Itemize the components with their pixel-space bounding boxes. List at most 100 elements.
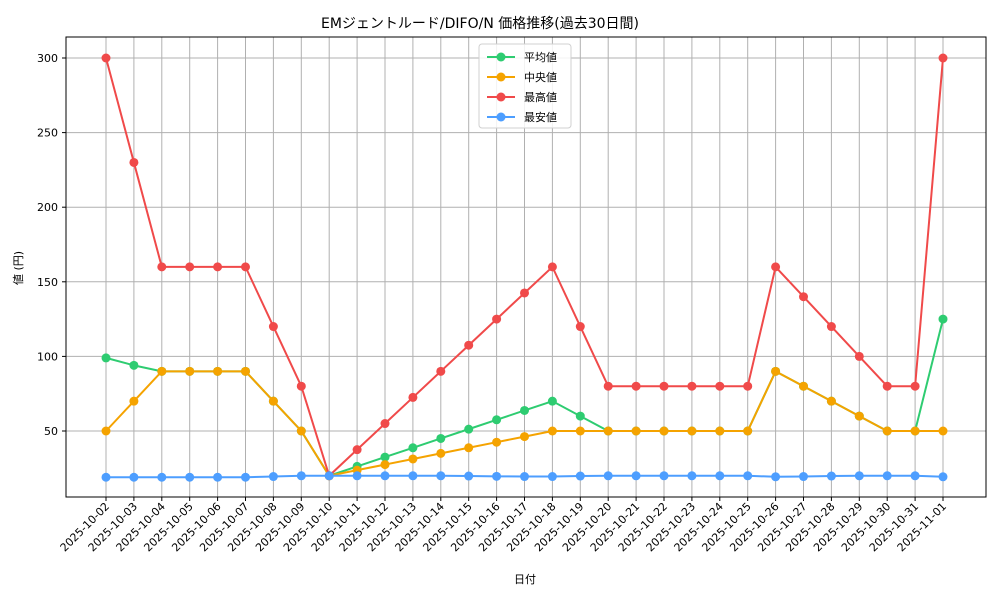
data-point [882, 471, 892, 481]
data-point [547, 396, 557, 406]
data-point [129, 396, 139, 406]
data-point [101, 426, 111, 436]
data-point [408, 454, 418, 464]
data-point [129, 360, 139, 370]
legend-label: 平均値 [524, 51, 557, 64]
data-point [687, 426, 697, 436]
data-point [296, 471, 306, 481]
data-point [464, 340, 474, 350]
data-point [492, 471, 502, 481]
data-point [771, 472, 781, 482]
y-tick-label: 300 [37, 52, 58, 65]
legend-marker [496, 92, 506, 102]
data-point [213, 472, 223, 482]
chart-title: EMジェントルード/DIFO/N 価格推移(過去30日間) [321, 16, 639, 32]
data-point [213, 366, 223, 376]
data-point [408, 471, 418, 481]
x-axis-ticks: 2025-10-022025-10-032025-10-042025-10-05… [58, 497, 949, 554]
data-point [101, 472, 111, 482]
data-point [268, 396, 278, 406]
data-point [603, 426, 613, 436]
legend-label: 最高値 [524, 90, 557, 104]
data-point [575, 411, 585, 421]
legend-label: 中央値 [524, 71, 557, 84]
data-point [520, 405, 529, 415]
data-point [826, 396, 836, 406]
data-point [715, 426, 725, 436]
data-point [910, 381, 920, 391]
data-point [910, 426, 920, 436]
data-point [520, 472, 529, 482]
data-point [575, 471, 585, 481]
data-point [743, 381, 753, 391]
data-point [185, 472, 195, 482]
data-point [882, 426, 892, 436]
y-axis-label: 値 (円) [12, 251, 25, 285]
data-point [380, 419, 390, 429]
data-point [492, 415, 502, 425]
data-point [464, 424, 474, 434]
data-point [910, 471, 920, 481]
y-tick-label: 150 [37, 276, 58, 289]
legend-box [478, 43, 572, 129]
x-axis-label: 日付 [514, 573, 536, 586]
data-point [575, 426, 585, 436]
legend-marker [496, 72, 506, 82]
y-tick-label: 100 [37, 350, 58, 363]
data-point [938, 53, 948, 63]
data-point [185, 366, 195, 376]
data-point [631, 381, 641, 391]
data-point [938, 472, 948, 482]
data-point [631, 471, 641, 481]
data-point [799, 472, 808, 482]
data-point [715, 471, 725, 481]
data-point [492, 314, 502, 324]
series-line [101, 471, 948, 482]
data-point [854, 471, 864, 481]
data-point [826, 471, 836, 481]
data-point [436, 366, 446, 376]
data-point [408, 443, 418, 453]
data-point [129, 472, 139, 482]
data-point [380, 460, 390, 470]
data-point [352, 471, 362, 481]
series-line [101, 366, 948, 481]
data-point [603, 471, 613, 481]
data-point [743, 426, 753, 436]
data-point [771, 366, 781, 376]
data-point [241, 472, 250, 482]
data-point [547, 472, 557, 482]
y-tick-label: 250 [37, 127, 58, 140]
data-point [631, 426, 641, 436]
data-point [882, 381, 892, 391]
data-point [547, 262, 557, 272]
data-point [157, 262, 167, 272]
data-point [687, 471, 697, 481]
data-point [575, 322, 585, 332]
data-point [268, 472, 278, 482]
data-point [352, 445, 362, 455]
legend-marker [496, 112, 506, 122]
data-point [129, 157, 139, 167]
data-point [296, 381, 306, 391]
data-point [520, 288, 529, 298]
data-point [938, 314, 948, 324]
data-point [854, 411, 864, 421]
data-point [380, 471, 390, 481]
data-point [380, 452, 390, 462]
data-point [687, 381, 697, 391]
data-point [464, 443, 474, 453]
data-point [185, 262, 195, 272]
data-point [520, 432, 529, 442]
data-point [464, 471, 474, 481]
data-point [603, 381, 613, 391]
data-series [101, 53, 948, 482]
data-point [547, 426, 557, 436]
data-point [213, 262, 223, 272]
data-point [241, 366, 250, 376]
data-point [436, 471, 446, 481]
y-tick-label: 200 [37, 201, 58, 214]
data-point [436, 448, 446, 458]
data-point [157, 366, 167, 376]
